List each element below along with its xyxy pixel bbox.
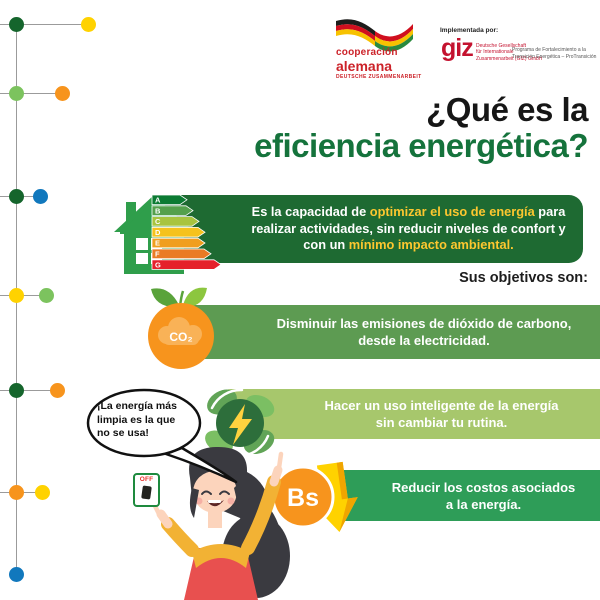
definition-banner: Es la capacidad de optimizar el uso de e…: [148, 195, 583, 263]
cooperacion-alemana-logo: cooperación alemana DEUTSCHE ZUSAMMENARB…: [336, 48, 422, 80]
bs-currency-icon: Bs: [271, 461, 358, 532]
timeline-dot: [8, 188, 24, 204]
co2-label: CO₂: [169, 330, 192, 344]
timeline-dot: [8, 566, 24, 582]
timeline-dot: [8, 85, 24, 101]
co2-cloud-icon: CO₂: [148, 287, 214, 369]
timeline-dot: [8, 382, 24, 398]
definition-text: Es la capacidad de optimizar el uso de e…: [251, 204, 566, 253]
objective-banner-smart-use: Hacer un uso inteligente de la energía s…: [219, 389, 600, 439]
timeline-dot: [34, 484, 50, 500]
timeline-dot: [8, 16, 24, 32]
energy-rating-house-icon: A B C D E F G: [114, 194, 222, 274]
bs-label: Bs: [287, 484, 319, 512]
timeline-dot: [49, 382, 65, 398]
switch-lever-icon: [141, 485, 152, 500]
woman-illustration: [152, 446, 290, 600]
timeline-connector: [0, 92, 62, 94]
rating-letter: A: [155, 196, 161, 205]
objective-text-line: Hacer un uso inteligente de la energía: [324, 398, 559, 413]
implemented-by-label: Implementada por:: [440, 27, 499, 34]
off-label: OFF: [139, 476, 154, 483]
timeline-dot: [32, 188, 48, 204]
objective-banner-costs: Reducir los costos asociados a la energí…: [331, 470, 600, 521]
logo-text: DEUTSCHE ZUSAMMENARBEIT: [336, 74, 422, 80]
logo-text: alemana: [336, 58, 393, 74]
objectives-heading: Sus objetivos son:: [459, 270, 588, 286]
objective-text-line: Disminuir las emisiones de dióxido de ca…: [276, 316, 572, 331]
title-line-2: eficiencia energética?: [254, 126, 588, 164]
giz-logo-subtext: Deutsche Gesellschaft für Internationale…: [476, 43, 543, 62]
objective-text-line: a la energía.: [445, 496, 522, 512]
program-name-text: Programa de Fortalecimiento a la Transic…: [512, 47, 597, 60]
timeline-dot: [80, 16, 96, 32]
timeline-dot: [38, 287, 54, 303]
timeline-dot: [54, 85, 70, 101]
giz-logo: giz: [441, 34, 474, 62]
rating-letter: B: [155, 206, 161, 215]
timeline-dot: [8, 484, 24, 500]
speech-bubble: [86, 388, 238, 484]
speech-bubble-text: ¡La energía más limpia es la que no se u…: [97, 400, 177, 439]
timeline-connector: [0, 389, 57, 391]
timeline-connector: [0, 23, 88, 25]
objective-text-line: Reducir los costos asociados: [391, 479, 576, 495]
page-title: ¿Qué es la eficiencia energética?: [254, 92, 588, 163]
lightning-leaves-icon: [205, 388, 275, 458]
rating-letter: C: [155, 217, 161, 226]
logo-text: cooperación: [336, 47, 398, 58]
objective-text-line: sin cambiar tu rutina.: [375, 415, 508, 430]
light-switch: OFF: [133, 473, 160, 507]
timeline-dot: [8, 287, 24, 303]
rating-letter: E: [155, 239, 160, 248]
rating-letter: D: [155, 228, 161, 237]
rating-letter: G: [155, 260, 161, 269]
rating-letter: F: [155, 250, 160, 259]
objective-text-line: desde la electricidad.: [358, 333, 490, 348]
objective-banner-co2: Disminuir las emisiones de dióxido de ca…: [176, 305, 600, 359]
title-line-1: ¿Qué es la: [426, 91, 588, 128]
german-bolivian-flag-ribbon-icon: [336, 19, 413, 52]
